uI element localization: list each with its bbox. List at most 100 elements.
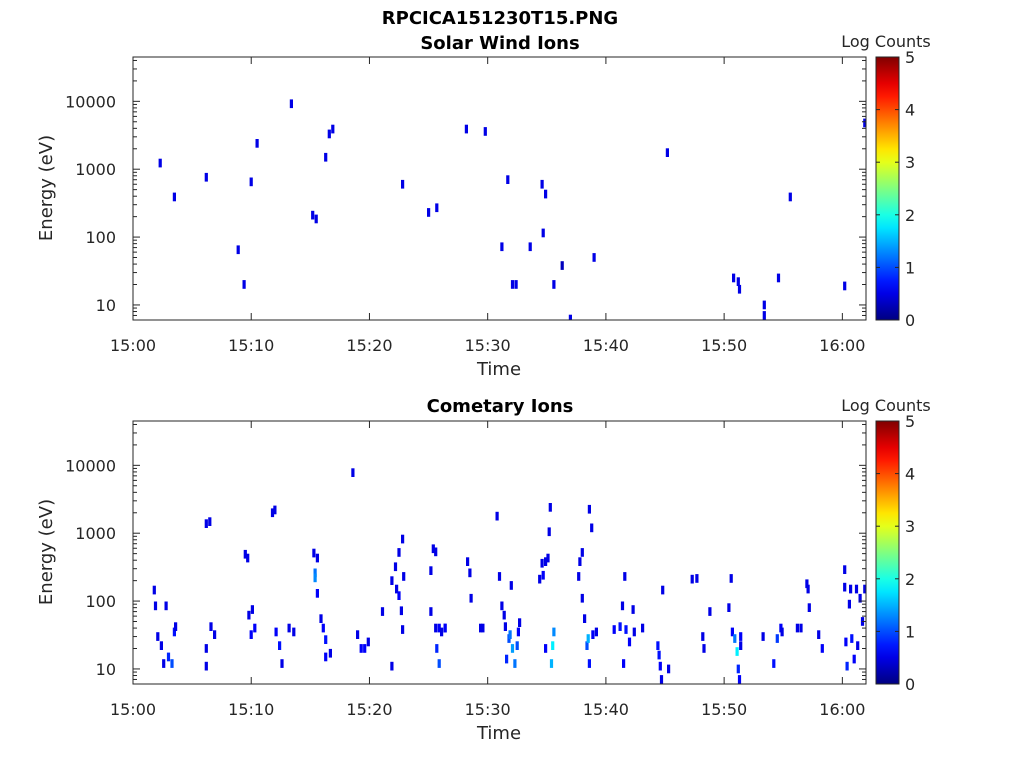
data-cell: [580, 593, 584, 603]
data-cell: [618, 622, 622, 631]
data-cell: [623, 572, 627, 581]
data-cell: [397, 548, 401, 557]
data-cell: [497, 572, 502, 581]
data-cell: [249, 177, 253, 187]
data-cell: [844, 637, 848, 647]
data-cell: [843, 565, 847, 574]
data-cell: [528, 242, 532, 252]
solar-wind-colorbar-label: Log Counts: [841, 32, 931, 51]
data-cell: [468, 568, 472, 578]
data-cell: [775, 634, 779, 643]
data-cell: [863, 584, 866, 594]
colorbar-tick-label: 2: [905, 206, 915, 225]
solar-wind-cells: [158, 99, 866, 320]
data-cell: [443, 623, 447, 633]
data-cell: [620, 601, 625, 611]
data-cell: [708, 607, 712, 616]
data-cell: [204, 661, 208, 671]
data-cell: [331, 124, 335, 134]
data-cell: [552, 627, 556, 637]
data-cell: [761, 632, 765, 641]
data-cell: [359, 644, 363, 653]
data-cell: [434, 547, 438, 557]
data-cell: [541, 228, 545, 238]
data-cell: [356, 630, 360, 639]
colorbar-tick-label: 4: [905, 101, 915, 120]
data-cell: [856, 641, 860, 650]
data-cell: [292, 627, 296, 637]
colorbar-tick-label: 0: [905, 675, 915, 694]
data-cell: [622, 659, 626, 668]
x-tick-label: 15:40: [583, 700, 629, 719]
data-cell: [319, 614, 323, 623]
data-cell: [658, 661, 662, 671]
data-cell: [627, 637, 632, 647]
y-tick-label: 100: [85, 228, 116, 247]
data-cell: [321, 623, 325, 633]
data-cell: [587, 504, 591, 514]
data-cell: [324, 652, 328, 662]
data-cell: [544, 557, 548, 566]
data-cell: [508, 630, 512, 639]
data-cell: [624, 625, 628, 634]
solar-wind-colorbar: [875, 56, 900, 321]
data-cell: [152, 585, 156, 595]
x-tick-label: 15:30: [465, 700, 511, 719]
data-cell: [172, 627, 176, 637]
data-cell: [591, 630, 595, 639]
data-cell: [548, 503, 552, 512]
data-cell: [204, 172, 208, 182]
data-cell: [510, 280, 515, 289]
data-cell: [580, 548, 584, 557]
cometary-axes-box: [132, 420, 867, 685]
data-cell: [641, 623, 645, 633]
data-cell: [552, 280, 556, 289]
data-cell: [854, 584, 859, 594]
x-tick-label: 15:40: [583, 336, 629, 355]
cometary-panel: Cometary Ions Time Energy (eV) Log Count…: [36, 396, 931, 744]
data-cell: [690, 574, 694, 584]
data-cell: [820, 644, 824, 653]
data-cell: [701, 632, 705, 641]
data-cell: [762, 300, 766, 310]
data-cell: [665, 148, 669, 157]
data-cell: [280, 659, 284, 668]
data-cell: [429, 607, 433, 616]
data-cell: [312, 548, 316, 558]
data-cell: [311, 210, 315, 220]
data-cell: [805, 579, 809, 589]
figure-title: RPCICA151230T15.PNG: [382, 8, 618, 29]
data-cell: [466, 557, 470, 566]
cometary-ylabel: Energy (eV): [36, 499, 57, 605]
data-cell: [500, 242, 504, 252]
data-cell: [795, 623, 799, 633]
data-cell: [469, 593, 473, 603]
data-cell: [592, 253, 596, 262]
data-cell: [495, 511, 499, 521]
x-tick-label: 16:00: [819, 700, 865, 719]
data-cell: [549, 659, 554, 668]
data-cell: [509, 581, 513, 590]
data-cell: [578, 557, 582, 566]
data-cell: [440, 627, 444, 637]
data-cell: [315, 553, 319, 563]
data-cell: [736, 664, 740, 674]
data-cell: [397, 591, 401, 600]
data-cell: [547, 527, 551, 537]
data-cell: [515, 641, 519, 650]
data-cell: [324, 152, 328, 162]
data-cell: [172, 192, 176, 202]
data-cell: [393, 562, 398, 572]
data-cell: [737, 284, 742, 294]
colorbar-tick-label: 3: [905, 517, 915, 536]
data-cell: [845, 661, 849, 671]
data-cell: [657, 650, 661, 660]
data-cell: [847, 599, 851, 609]
x-tick-label: 15:30: [465, 336, 511, 355]
data-cell: [274, 627, 278, 637]
data-cell: [518, 618, 522, 627]
data-cell: [656, 641, 660, 650]
data-cell: [541, 570, 545, 580]
data-cell: [735, 647, 739, 656]
